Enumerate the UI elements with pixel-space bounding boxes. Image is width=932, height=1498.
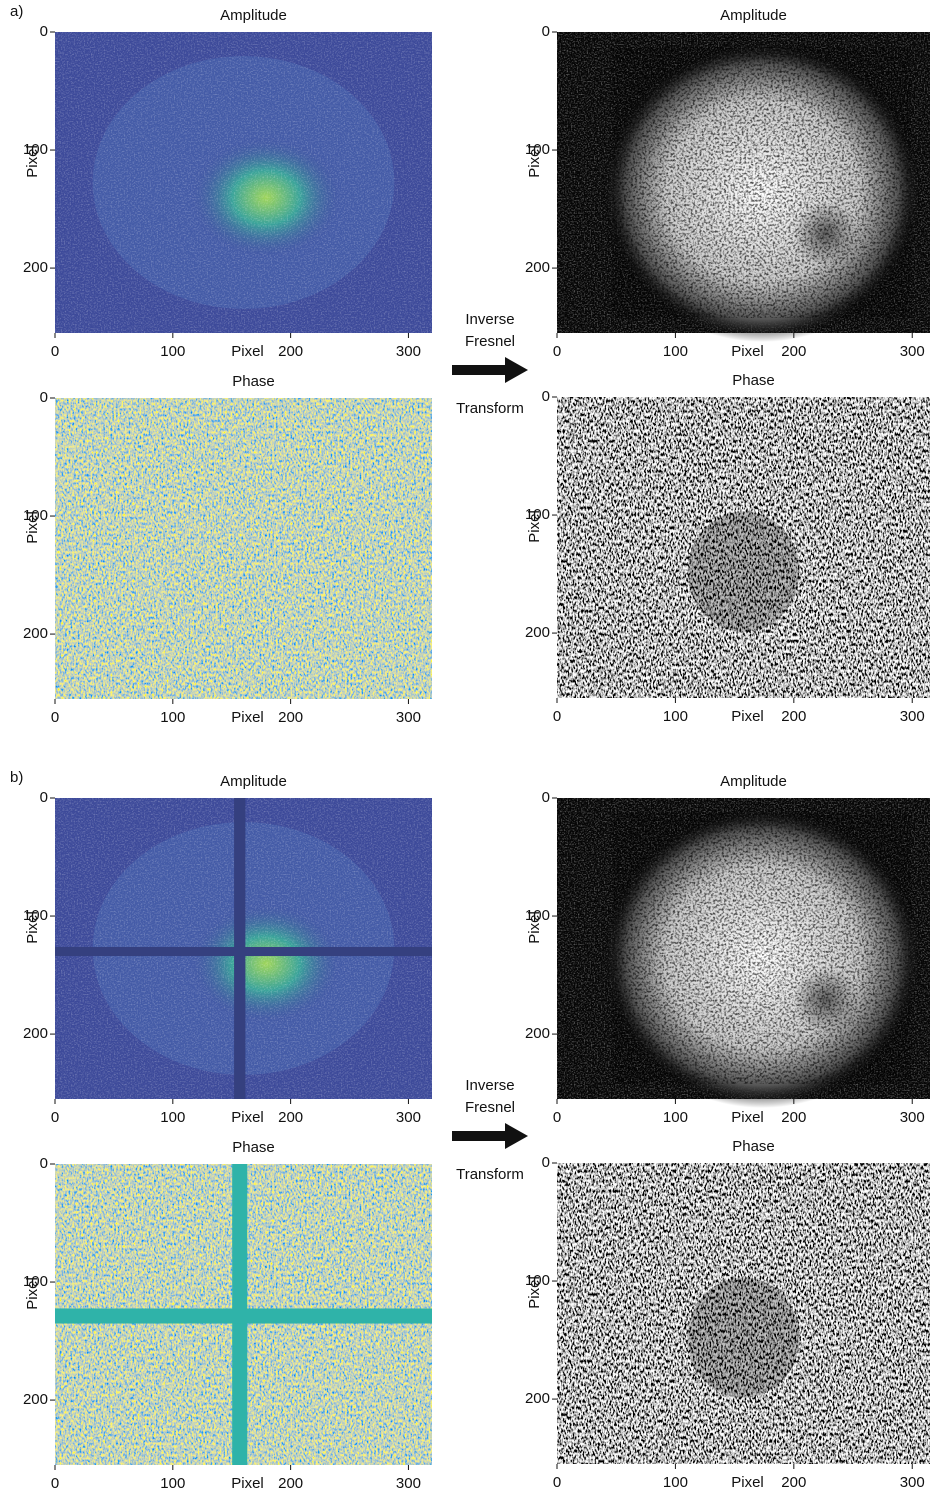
- panel-label: a): [10, 3, 23, 20]
- x-tick-label: 100: [663, 1474, 688, 1491]
- arrow-text: Inverse: [465, 311, 514, 328]
- x-axis-label: Pixel: [231, 709, 264, 726]
- x-tick-label: 200: [781, 1109, 806, 1126]
- arrow-text: Inverse: [465, 1077, 514, 1094]
- x-tick-label: 300: [396, 343, 421, 360]
- x-tick-label: 300: [396, 1475, 421, 1492]
- panel-title: Phase: [232, 373, 275, 390]
- image-cross: [55, 1308, 432, 1323]
- x-tick-label: 100: [160, 343, 185, 360]
- panel-title: Phase: [232, 1139, 275, 1156]
- arrow-text: Fresnel: [465, 1099, 515, 1116]
- x-tick-label: 300: [900, 343, 925, 360]
- panel-title: Amplitude: [720, 773, 787, 790]
- x-tick-label: 0: [553, 1109, 561, 1126]
- y-axis-label: Pixel: [24, 1277, 41, 1310]
- y-tick-label: 0: [40, 789, 48, 806]
- x-axis-label: Pixel: [731, 1474, 764, 1491]
- x-tick-label: 200: [278, 1475, 303, 1492]
- y-tick-label: 0: [542, 23, 550, 40]
- panel-label: b): [10, 769, 23, 786]
- y-axis-label: Pixel: [24, 911, 41, 944]
- y-axis-label: Pixel: [526, 911, 543, 944]
- y-axis-label: Pixel: [526, 1276, 543, 1309]
- panel: [55, 398, 432, 699]
- x-tick-label: 0: [51, 343, 59, 360]
- y-tick-label: 200: [525, 624, 550, 641]
- y-tick-label: 0: [40, 389, 48, 406]
- y-axis-label: Pixel: [526, 510, 543, 543]
- panel-title: Phase: [732, 372, 775, 389]
- x-axis-label: Pixel: [231, 1475, 264, 1492]
- x-axis-label: Pixel: [231, 343, 264, 360]
- y-tick-label: 200: [525, 1025, 550, 1042]
- x-axis-label: Pixel: [231, 1109, 264, 1126]
- panel: [557, 798, 930, 1108]
- x-tick-label: 200: [278, 709, 303, 726]
- image-center: [688, 511, 800, 631]
- y-axis-label: Pixel: [24, 511, 41, 544]
- x-tick-label: 0: [553, 343, 561, 360]
- x-tick-label: 0: [553, 1474, 561, 1491]
- y-tick-label: 0: [542, 388, 550, 405]
- y-axis-label: Pixel: [24, 145, 41, 178]
- x-tick-label: 300: [900, 1474, 925, 1491]
- x-axis-label: Pixel: [731, 708, 764, 725]
- y-tick-label: 200: [525, 259, 550, 276]
- y-tick-label: 0: [542, 789, 550, 806]
- image-noise: [613, 813, 911, 1084]
- arrow: [452, 357, 528, 383]
- x-axis-label: Pixel: [731, 1109, 764, 1126]
- y-tick-label: 0: [40, 1155, 48, 1172]
- y-tick-label: 200: [525, 1390, 550, 1407]
- y-axis-label: Pixel: [526, 145, 543, 178]
- x-tick-label: 0: [51, 1475, 59, 1492]
- arrow-text: Transform: [456, 400, 524, 417]
- arrow-text: Fresnel: [465, 333, 515, 350]
- x-tick-label: 100: [160, 709, 185, 726]
- y-tick-label: 0: [542, 1154, 550, 1171]
- panel-title: Amplitude: [220, 7, 287, 24]
- arrow: [452, 1123, 528, 1149]
- panel: [557, 32, 930, 342]
- x-tick-label: 200: [781, 343, 806, 360]
- panel: [557, 397, 930, 698]
- y-tick-label: 200: [23, 1025, 48, 1042]
- x-tick-label: 0: [51, 709, 59, 726]
- x-tick-label: 100: [663, 343, 688, 360]
- panel: [55, 1164, 432, 1465]
- x-tick-label: 300: [396, 709, 421, 726]
- x-tick-label: 200: [278, 1109, 303, 1126]
- image-center: [688, 1277, 800, 1397]
- x-tick-label: 300: [396, 1109, 421, 1126]
- x-axis-label: Pixel: [731, 343, 764, 360]
- panel-title: Phase: [732, 1138, 775, 1155]
- x-tick-label: 200: [781, 1474, 806, 1491]
- panel: [55, 32, 432, 333]
- x-tick-label: 0: [51, 1109, 59, 1126]
- y-tick-label: 200: [23, 259, 48, 276]
- figure: a) Inverse Fresnel Transform Amplitude 0 100 20…: [0, 0, 932, 1493]
- x-tick-label: 100: [663, 708, 688, 725]
- panel-title: Amplitude: [220, 773, 287, 790]
- arrow-text: Transform: [456, 1166, 524, 1183]
- image-noise: [55, 32, 432, 333]
- y-tick-label: 200: [23, 1391, 48, 1408]
- image-noise: [613, 47, 911, 318]
- x-tick-label: 200: [278, 343, 303, 360]
- image-cross: [55, 947, 432, 956]
- x-tick-label: 100: [663, 1109, 688, 1126]
- panel-title: Amplitude: [720, 7, 787, 24]
- y-tick-label: 0: [40, 23, 48, 40]
- y-tick-label: 200: [23, 625, 48, 642]
- x-tick-label: 0: [553, 708, 561, 725]
- panel: [557, 1163, 930, 1464]
- x-tick-label: 300: [900, 708, 925, 725]
- x-tick-label: 100: [160, 1109, 185, 1126]
- x-tick-label: 200: [781, 708, 806, 725]
- x-tick-label: 100: [160, 1475, 185, 1492]
- x-tick-label: 300: [900, 1109, 925, 1126]
- image-base: [55, 398, 432, 699]
- panel: [55, 798, 432, 1099]
